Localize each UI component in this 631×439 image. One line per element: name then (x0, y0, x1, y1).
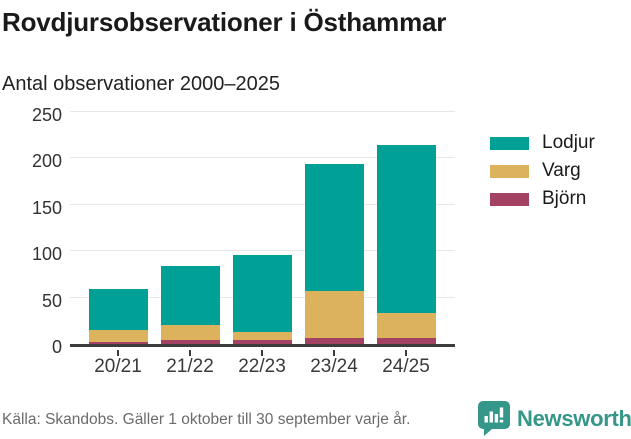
y-axis-label-50: 50 (41, 290, 62, 311)
bar-segment-varg-21-22 (160, 325, 220, 341)
source-note: Källa: Skandobs. Gäller 1 oktober till 3… (2, 411, 411, 428)
bar-segment-björn-22-23 (232, 340, 292, 344)
x-axis-tick (117, 350, 119, 356)
bar-segment-varg-23-24 (304, 291, 364, 339)
legend-swatch (490, 136, 529, 150)
legend-label: Lodjur (542, 132, 595, 153)
bar-segment-björn-20-21 (88, 342, 148, 344)
y-axis-label-150: 150 (31, 197, 62, 218)
x-axis-label-20-21: 20/21 (94, 356, 142, 377)
y-axis-label-100: 100 (31, 244, 62, 265)
gridline-150 (70, 203, 455, 205)
chart-subtitle: Antal observationer 2000–2025 (2, 73, 280, 95)
x-axis-tick (261, 350, 263, 356)
bar-segment-varg-24-25 (376, 313, 436, 338)
bar-segment-lodjur-24-25 (376, 144, 436, 314)
plot-area (70, 111, 455, 347)
legend-item-lodjur: Lodjur (490, 132, 595, 153)
bar-segment-björn-24-25 (376, 337, 436, 344)
newsworthy-brand[interactable]: Newsworthy (478, 401, 631, 436)
y-axis-label-250: 250 (31, 105, 62, 125)
bar-segment-björn-21-22 (160, 340, 220, 344)
x-axis-label-22-23: 22/23 (238, 356, 286, 377)
bar-segment-lodjur-21-22 (160, 266, 220, 326)
legend-item-bjorn: Björn (490, 188, 595, 209)
bar-segment-varg-22-23 (232, 331, 292, 341)
x-axis-tick (189, 350, 191, 356)
legend-item-varg: Varg (490, 160, 595, 181)
bar-segment-varg-20-21 (88, 330, 148, 343)
x-axis-label-24-25: 24/25 (382, 356, 430, 377)
gridline-250 (70, 111, 455, 112)
x-axis-tick (333, 350, 335, 356)
x-axis-label-23-24: 23/24 (310, 356, 358, 377)
y-axis-label-0: 0 (51, 337, 62, 357)
legend: Lodjur Varg Björn (490, 132, 595, 220)
y-axis-label-200: 200 (31, 151, 62, 172)
legend-label: Björn (542, 188, 587, 209)
x-axis-label-21-22: 21/22 (166, 356, 214, 377)
newsworthy-logo-icon (478, 401, 510, 436)
bar-segment-lodjur-22-23 (232, 254, 292, 332)
legend-swatch (490, 164, 529, 178)
legend-swatch (490, 192, 529, 206)
legend-label: Varg (542, 160, 581, 181)
gridline-200 (70, 157, 455, 159)
bar-segment-lodjur-20-21 (88, 289, 148, 331)
x-axis-tick (405, 350, 407, 356)
bar-segment-lodjur-23-24 (304, 163, 364, 292)
chart-title: Rovdjursobservationer i Östhammar (2, 7, 447, 37)
newsworthy-brand-text: Newsworthy (517, 405, 631, 431)
gridline-100 (70, 250, 455, 252)
bar-segment-björn-23-24 (304, 338, 364, 344)
